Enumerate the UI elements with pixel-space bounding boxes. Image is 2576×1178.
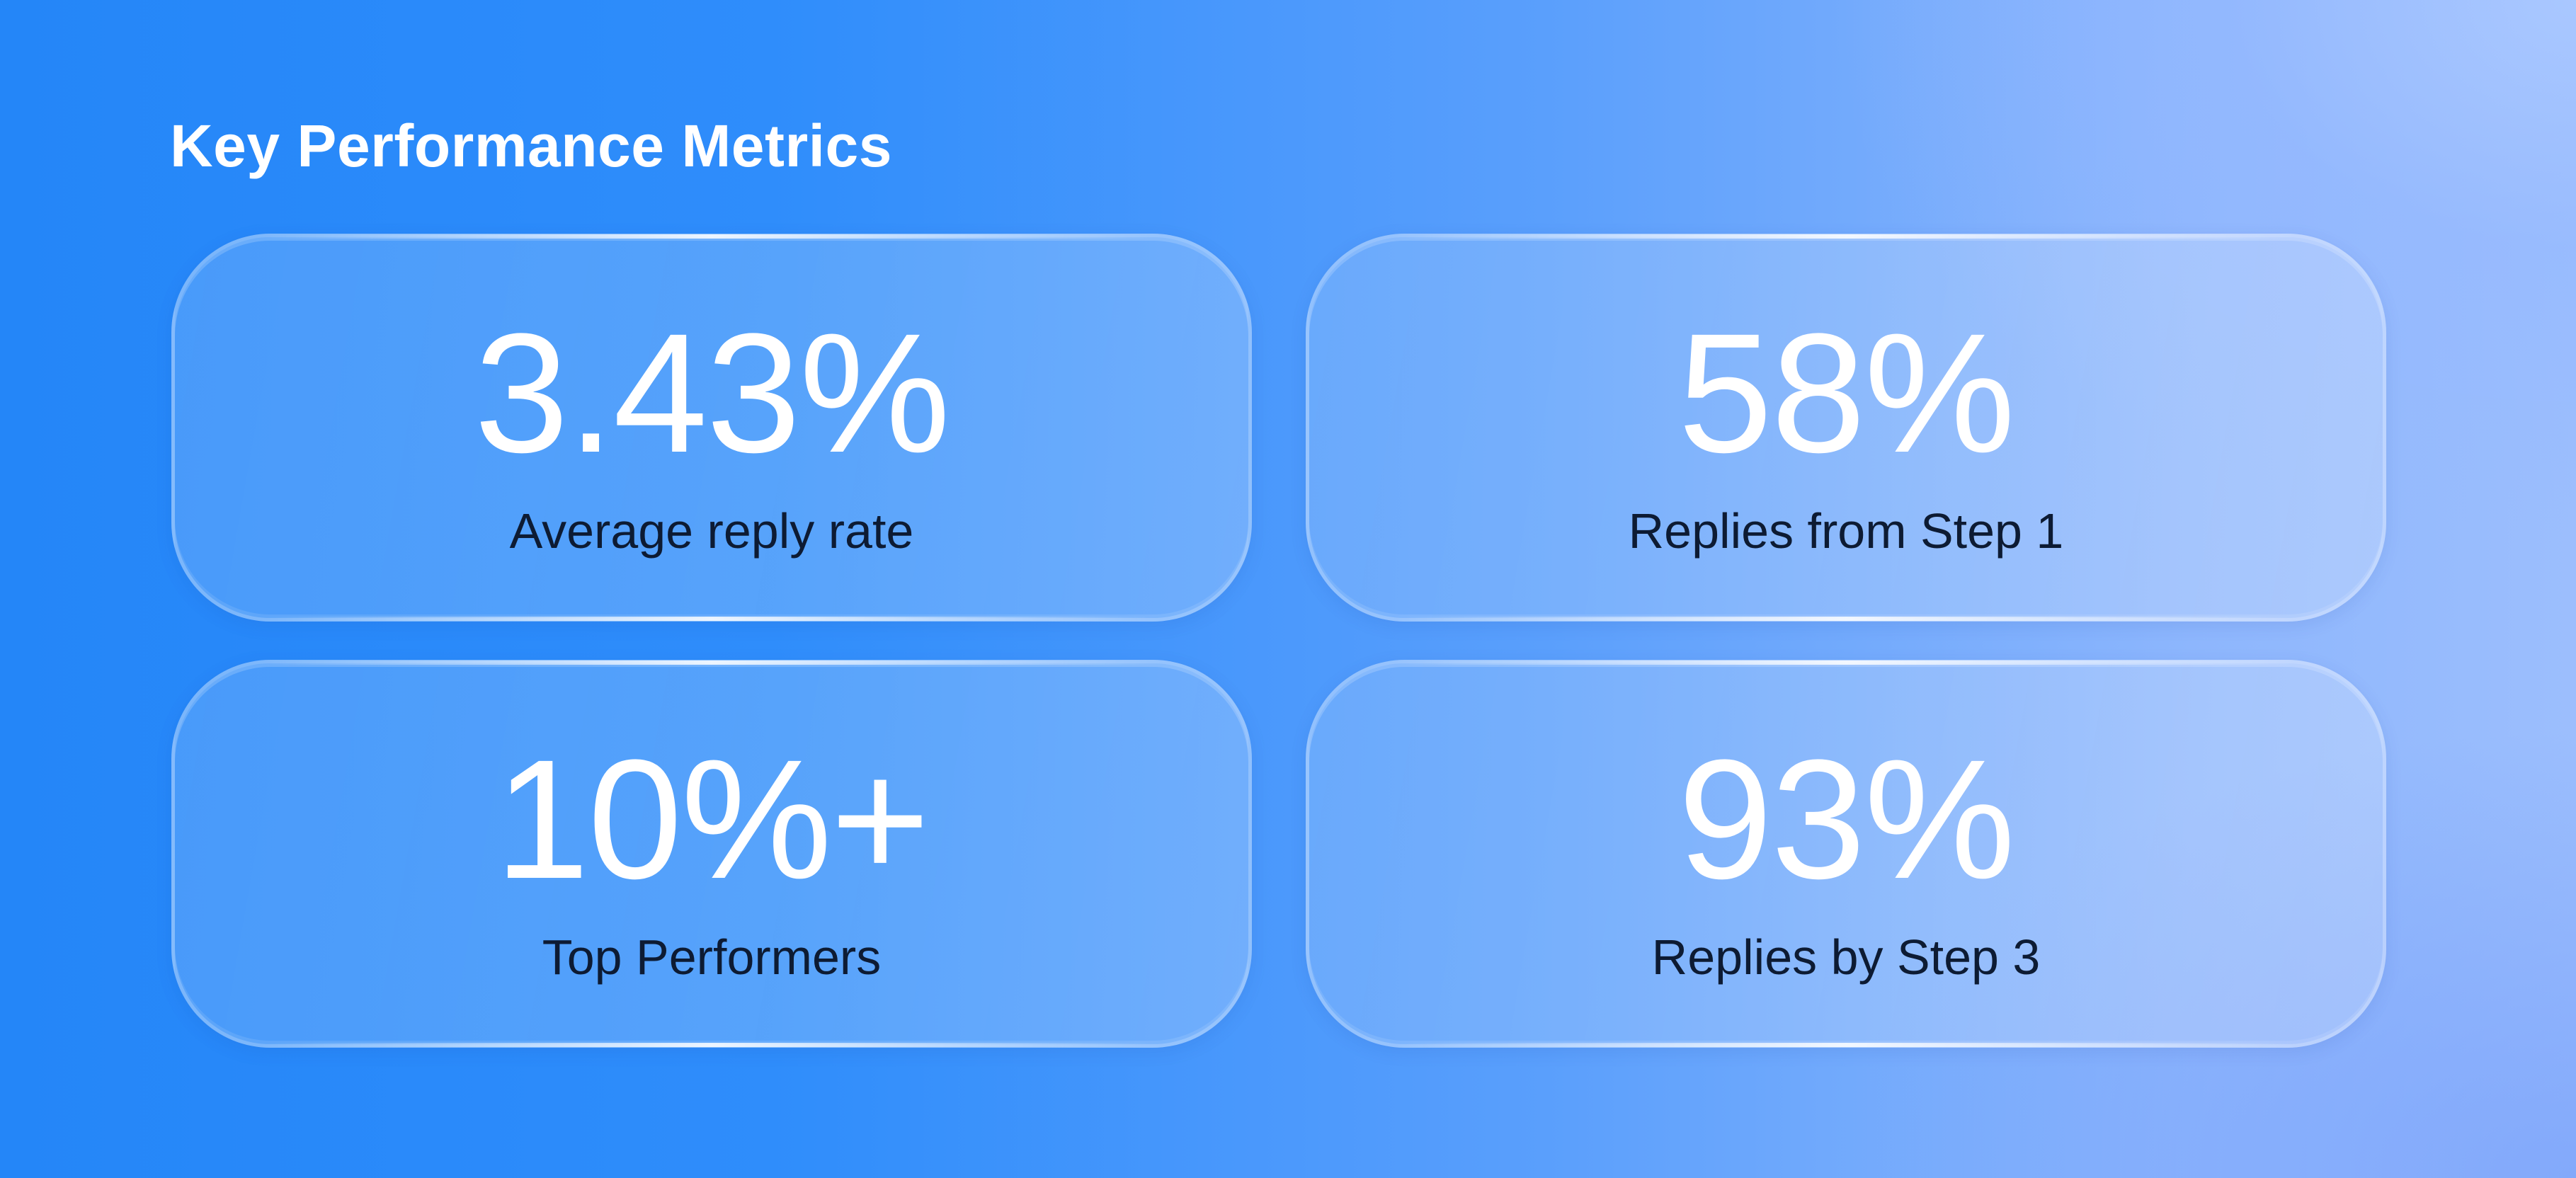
metric-label: Top Performers [542,930,882,985]
metric-value: 58% [1677,298,2015,488]
metric-label: Replies by Step 3 [1651,930,2041,985]
metric-card-average-reply-rate: 3.43% Average reply rate [171,234,1252,622]
metric-label: Average reply rate [509,503,914,559]
page-title: Key Performance Metrics [170,113,892,179]
metric-value: 93% [1677,724,2015,914]
metric-card-replies-from-step-1: 58% Replies from Step 1 [1306,234,2386,622]
metric-card-top-performers: 10%+ Top Performers [171,660,1252,1048]
metric-label: Replies from Step 1 [1628,503,2064,559]
metric-value: 10%+ [494,724,930,914]
metric-card-replies-by-step-3: 93% Replies by Step 3 [1306,660,2386,1048]
metric-value: 3.43% [474,298,951,488]
